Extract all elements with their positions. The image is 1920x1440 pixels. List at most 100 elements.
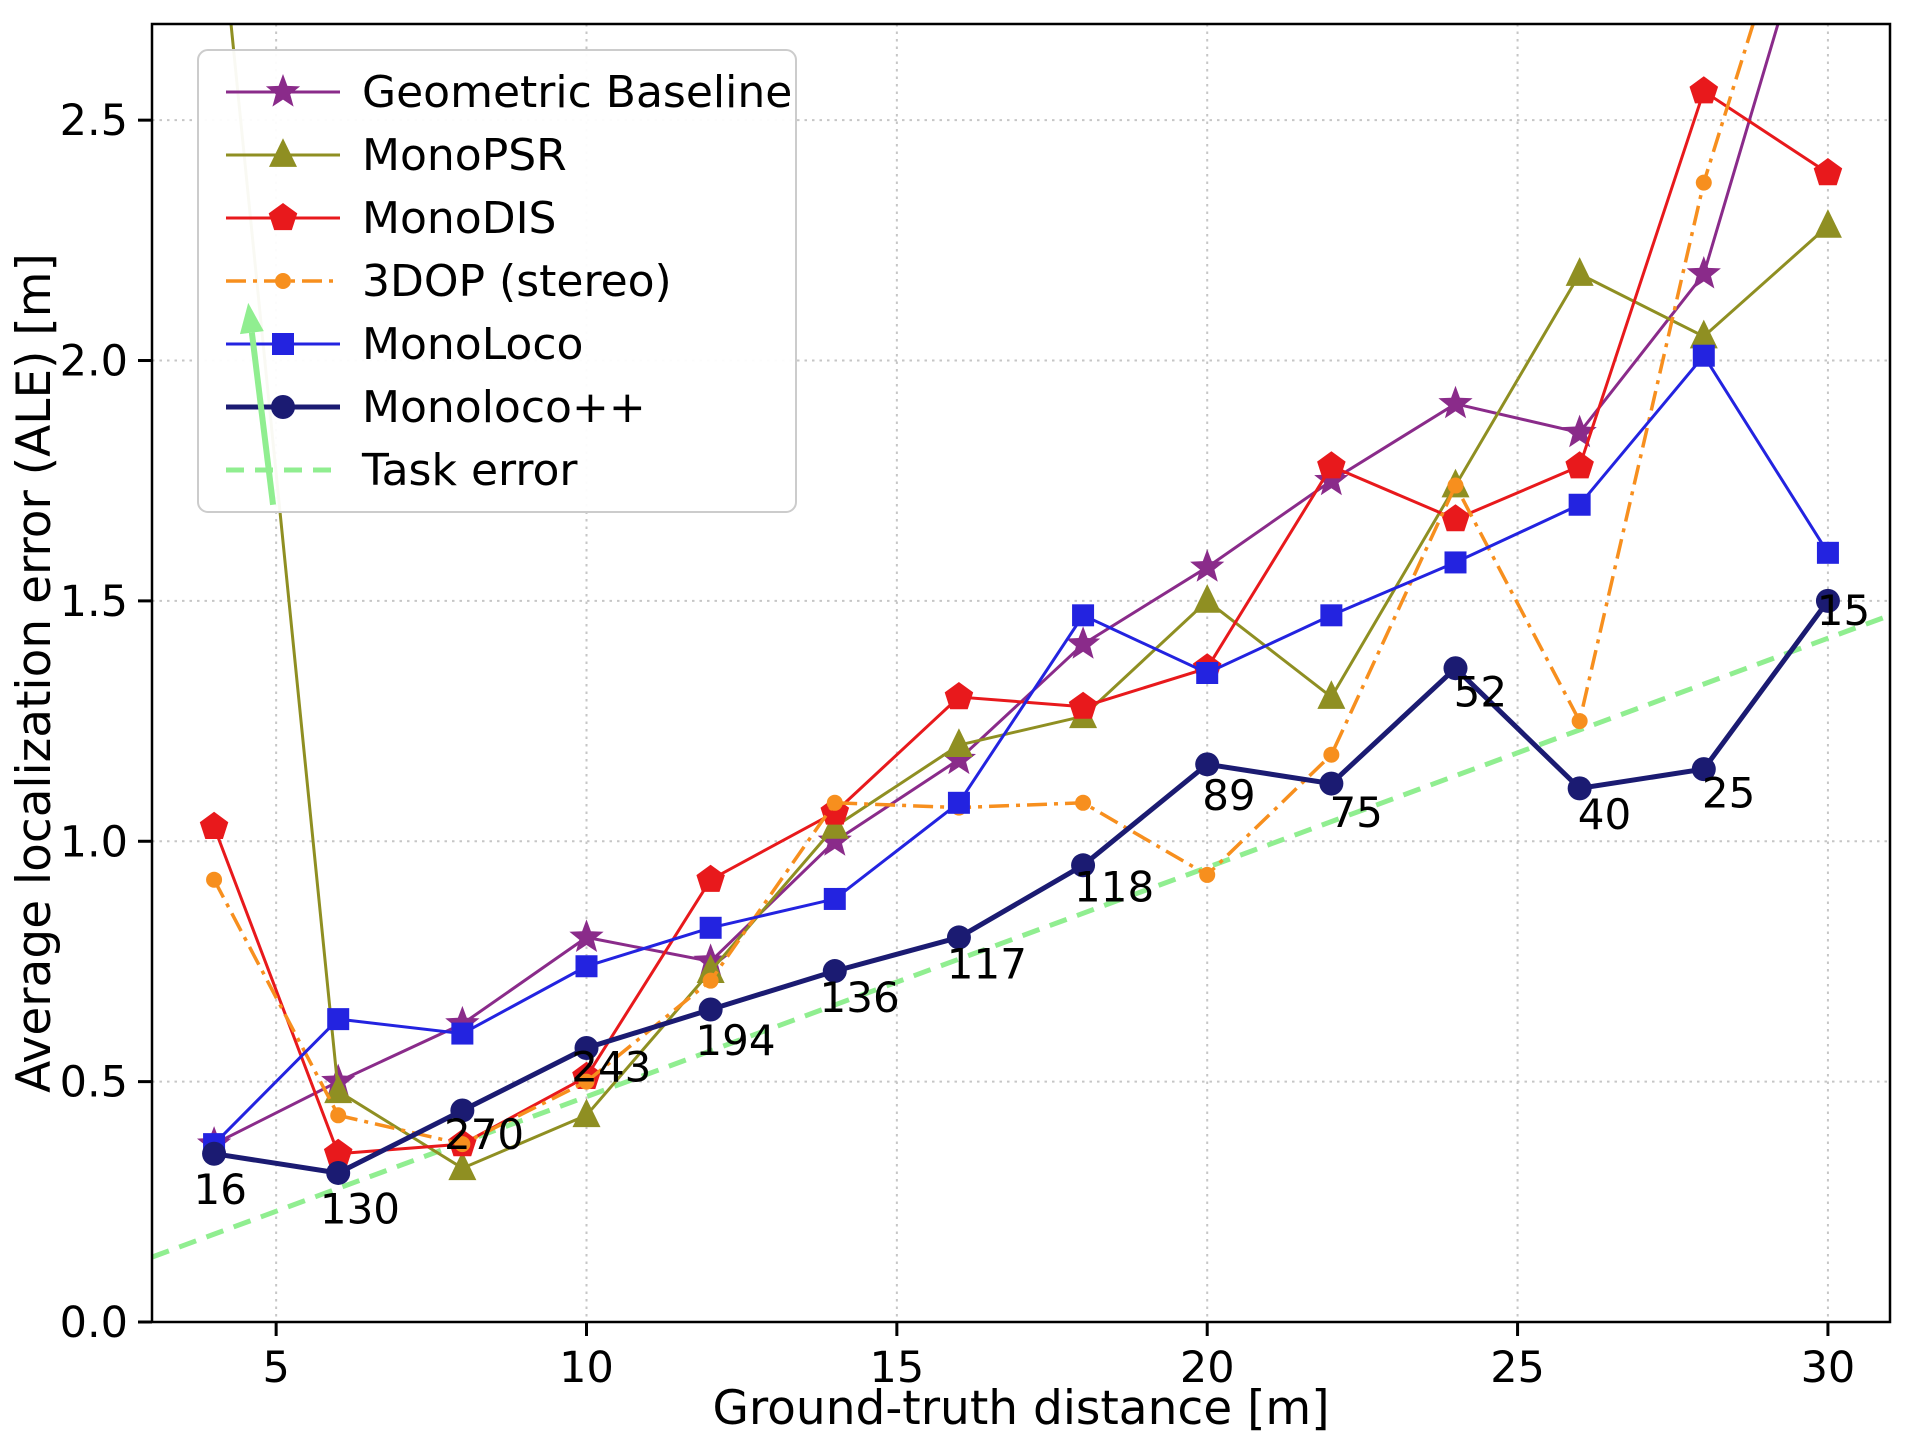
star-marker [569,919,604,952]
star-marker [1438,385,1473,419]
dot-marker [1447,477,1464,494]
legend-label: Task error [361,445,578,496]
triangle-marker [1813,209,1842,238]
circle-icon [271,395,295,419]
circle-marker [698,997,723,1022]
dot-marker [206,871,223,888]
series-line [229,24,1829,1170]
circle-marker [1319,771,1344,796]
triangle-marker [696,954,725,983]
count-annotation: 194 [695,1016,775,1065]
count-annotation: 89 [1202,771,1255,820]
pentagon-marker [323,1138,353,1166]
count-annotation: 16 [194,1165,247,1214]
legend-label: Monoloco++ [362,382,646,433]
dot-marker [826,794,843,811]
legend: Geometric Baseline MonoPSR MonoDIS 3DOP (st… [197,49,797,513]
square-marker [1816,541,1839,564]
chart-generated-content: 5 10 15 20 25 30 0.0 0.5 1.0 1.5 2.0 2.5 16 130 270 243… [60,22,1892,1393]
triangle-marker [1317,680,1346,709]
series-line [152,612,1890,1260]
legend-entry-monopsr: MonoPSR [226,130,567,181]
dot-marker [1323,746,1340,763]
x-tick-label: 15 [869,1343,924,1393]
triangle-marker [944,728,973,758]
y-tick-label: 1.0 [60,817,128,867]
circle-marker [822,959,847,984]
dot-marker [1199,866,1216,883]
square-marker [1072,604,1095,627]
dot-icon [275,273,291,289]
triangle-marker [572,1098,601,1128]
square-marker [327,1008,350,1031]
circle-marker [1567,776,1592,801]
arrow-shaft [248,332,277,506]
pentagon-marker [696,864,725,892]
series-line [213,353,1830,1146]
y-tick-label: 0.5 [60,1058,128,1108]
legend-entry-monoloco: MonoLoco [226,319,583,370]
circle-marker [450,1098,475,1123]
legend-label: 3DOP (stereo) [362,256,672,307]
series-monodis [199,76,1843,1166]
legend-label: MonoLoco [362,319,583,370]
triangle-marker [448,1151,477,1181]
circle-marker [1443,656,1468,681]
pentagon-marker [944,682,974,710]
star-marker [1562,414,1597,448]
star-marker [445,1005,480,1039]
dot-marker [702,972,719,989]
circle-marker [1691,757,1716,782]
x-tick-label: 30 [1801,1343,1856,1393]
square-marker [823,887,846,910]
circle-marker [1815,588,1840,613]
count-annotation: 118 [1074,862,1154,911]
count-annotation: 243 [571,1043,651,1092]
count-annotations: 16 130 270 243 194 136 117 118 89 75 52 40 25 15 [194,586,1871,1234]
x-tick-label: 20 [1180,1343,1235,1393]
square-marker [575,955,598,978]
square-marker [1692,344,1715,367]
circle-marker [326,1160,351,1185]
square-icon [272,333,294,355]
x-axis-label: Ground-truth distance [m] [712,1381,1329,1436]
count-annotation: 270 [444,1110,524,1159]
count-annotation: 40 [1578,790,1631,839]
square-marker [1568,493,1591,516]
square-marker [1320,604,1343,627]
count-annotation: 15 [1817,586,1870,635]
legend-entry-monoloco-: Monoloco++ [226,382,646,433]
x-tick-label: 25 [1490,1343,1545,1393]
pentagon-marker [1813,158,1843,186]
triangle-marker [324,1074,353,1104]
circle-marker [1195,752,1220,777]
x-tick-label: 10 [559,1343,614,1393]
count-annotation: 75 [1329,788,1382,837]
legend-frame [197,49,797,513]
offchart-arrow [239,302,277,506]
square-marker [1196,662,1219,684]
star-marker [1066,626,1101,659]
star-marker [817,823,852,856]
legend-label: Geometric Baseline [362,67,792,118]
pentagon-marker [1317,451,1346,479]
axes-ticks-group: 5 10 15 20 25 30 0.0 0.5 1.0 1.5 2.0 2.5 [60,96,1856,1393]
square-marker [699,916,722,939]
dot-marker [1075,794,1092,811]
count-annotation: 25 [1702,769,1755,818]
square-marker [451,1022,474,1045]
series-monoloco- [202,588,1840,1185]
legend-entry-task-error: Task error [226,445,578,496]
series-task-error [152,612,1890,1260]
pentagon-marker [1689,76,1719,104]
legend-entry-monodis: MonoDIS [226,193,556,244]
series-group [152,24,1890,1260]
circle-marker [574,1035,599,1060]
legend-entry-3dop-stereo-: 3DOP (stereo) [226,256,672,307]
circle-marker [1071,853,1096,878]
series-line [212,88,1829,1156]
triangle-marker [1689,319,1718,349]
star-marker [1314,462,1349,496]
